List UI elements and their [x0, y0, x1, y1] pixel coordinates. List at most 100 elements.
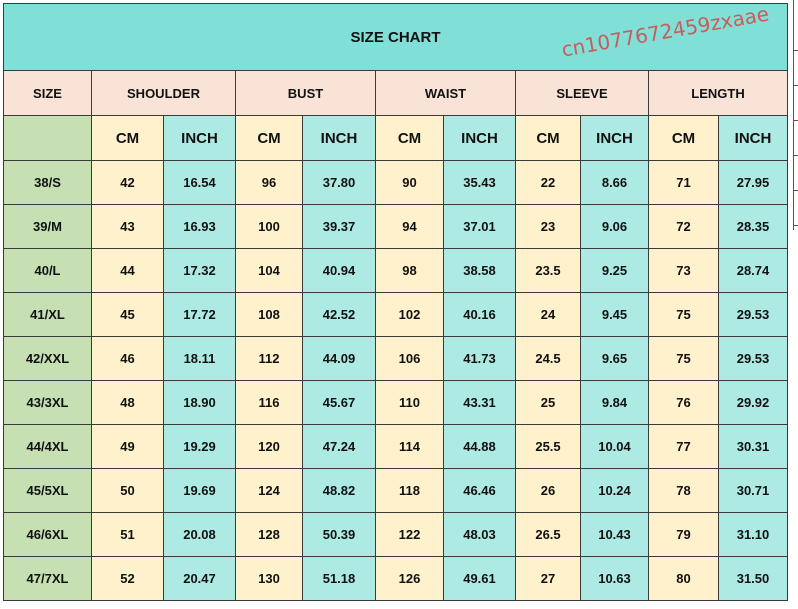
shoulder-cm-cell: 50 — [91, 468, 164, 513]
bust-inch-cell: 40.94 — [302, 248, 376, 293]
sleeve-inch-cell: 10.43 — [580, 512, 649, 557]
length-cm-cell: 77 — [648, 424, 719, 469]
table-row: 40/L 44 17.32 104 40.94 98 38.58 23.5 9.25 73 28.7… — [3, 248, 788, 293]
chart-title: SIZE CHART — [3, 3, 788, 71]
waist-cm-cell: 114 — [375, 424, 444, 469]
group-header-shoulder: SHOULDER — [91, 70, 236, 116]
size-cell: 40/L — [3, 248, 92, 293]
bust-cm-cell: 116 — [235, 380, 303, 425]
waist-inch-cell: 49.61 — [443, 556, 516, 601]
length-inch-cell: 29.92 — [718, 380, 788, 425]
ruler-tick — [794, 120, 798, 121]
shoulder-inch-cell: 16.93 — [163, 204, 236, 249]
bust-cm-cell: 120 — [235, 424, 303, 469]
shoulder-inch-cell: 20.08 — [163, 512, 236, 557]
length-inch-cell: 29.53 — [718, 292, 788, 337]
table-row: 39/M 43 16.93 100 39.37 94 37.01 23 9.06 72 28.35 — [3, 204, 788, 249]
waist-cm-cell: 126 — [375, 556, 444, 601]
bust-cm-header: CM — [235, 115, 303, 161]
bust-inch-header: INCH — [302, 115, 376, 161]
shoulder-inch-cell: 18.90 — [163, 380, 236, 425]
bust-inch-cell: 42.52 — [302, 292, 376, 337]
waist-inch-cell: 38.58 — [443, 248, 516, 293]
length-cm-cell: 75 — [648, 292, 719, 337]
length-cm-cell: 79 — [648, 512, 719, 557]
bust-cm-cell: 112 — [235, 336, 303, 381]
waist-cm-cell: 90 — [375, 160, 444, 205]
sleeve-cm-cell: 24.5 — [515, 336, 581, 381]
length-cm-cell: 72 — [648, 204, 719, 249]
length-inch-cell: 30.71 — [718, 468, 788, 513]
group-header-waist: WAIST — [375, 70, 516, 116]
length-inch-cell: 27.95 — [718, 160, 788, 205]
shoulder-cm-cell: 48 — [91, 380, 164, 425]
table-row: 46/6XL 51 20.08 128 50.39 122 48.03 26.5 10.43 79… — [3, 512, 788, 557]
table-row: 38/S 42 16.54 96 37.80 90 35.43 22 8.66 71 27.95 — [3, 160, 788, 205]
shoulder-cm-cell: 44 — [91, 248, 164, 293]
length-inch-header: INCH — [718, 115, 788, 161]
shoulder-cm-cell: 45 — [91, 292, 164, 337]
shoulder-inch-cell: 18.11 — [163, 336, 236, 381]
table-row: 42/XXL 46 18.11 112 44.09 106 41.73 24.5 9.65 75 2… — [3, 336, 788, 381]
bust-inch-cell: 50.39 — [302, 512, 376, 557]
table-row: 44/4XL 49 19.29 120 47.24 114 44.88 25.5 10.04 77… — [3, 424, 788, 469]
bust-cm-cell: 104 — [235, 248, 303, 293]
sleeve-inch-cell: 9.84 — [580, 380, 649, 425]
length-inch-cell: 28.35 — [718, 204, 788, 249]
group-header-length: LENGTH — [648, 70, 788, 116]
sleeve-cm-cell: 22 — [515, 160, 581, 205]
sleeve-inch-cell: 9.65 — [580, 336, 649, 381]
length-inch-cell: 31.50 — [718, 556, 788, 601]
shoulder-inch-cell: 19.29 — [163, 424, 236, 469]
sleeve-cm-header: CM — [515, 115, 581, 161]
waist-inch-cell: 48.03 — [443, 512, 516, 557]
shoulder-inch-cell: 19.69 — [163, 468, 236, 513]
size-unit-blank — [3, 115, 92, 161]
waist-cm-cell: 94 — [375, 204, 444, 249]
table-row: 41/XL 45 17.72 108 42.52 102 40.16 24 9.45 75 29.5… — [3, 292, 788, 337]
shoulder-inch-cell: 16.54 — [163, 160, 236, 205]
bust-inch-cell: 47.24 — [302, 424, 376, 469]
length-cm-header: CM — [648, 115, 719, 161]
sleeve-cm-cell: 27 — [515, 556, 581, 601]
bust-inch-cell: 39.37 — [302, 204, 376, 249]
sleeve-cm-cell: 25 — [515, 380, 581, 425]
waist-cm-cell: 106 — [375, 336, 444, 381]
bust-inch-cell: 37.80 — [302, 160, 376, 205]
length-inch-cell: 29.53 — [718, 336, 788, 381]
sleeve-inch-cell: 10.63 — [580, 556, 649, 601]
length-inch-cell: 30.31 — [718, 424, 788, 469]
ruler-tick — [794, 85, 798, 86]
size-cell: 39/M — [3, 204, 92, 249]
edge-ruler — [793, 0, 798, 230]
header-row: SIZE SHOULDER BUST WAIST SLEEVE LENGTH — [3, 70, 788, 116]
size-cell: 41/XL — [3, 292, 92, 337]
waist-inch-cell: 37.01 — [443, 204, 516, 249]
bust-cm-cell: 130 — [235, 556, 303, 601]
bust-inch-cell: 48.82 — [302, 468, 376, 513]
sleeve-cm-cell: 26.5 — [515, 512, 581, 557]
table-row: 47/7XL 52 20.47 130 51.18 126 49.61 27 10.63 80 31… — [3, 556, 788, 601]
waist-inch-cell: 43.31 — [443, 380, 516, 425]
waist-cm-cell: 98 — [375, 248, 444, 293]
shoulder-inch-header: INCH — [163, 115, 236, 161]
length-inch-cell: 28.74 — [718, 248, 788, 293]
length-cm-cell: 71 — [648, 160, 719, 205]
waist-inch-header: INCH — [443, 115, 516, 161]
bust-cm-cell: 108 — [235, 292, 303, 337]
sleeve-cm-cell: 26 — [515, 468, 581, 513]
size-cell: 43/3XL — [3, 380, 92, 425]
size-cell: 46/6XL — [3, 512, 92, 557]
ruler-tick — [794, 50, 798, 51]
bust-inch-cell: 44.09 — [302, 336, 376, 381]
waist-cm-header: CM — [375, 115, 444, 161]
shoulder-inch-cell: 20.47 — [163, 556, 236, 601]
sleeve-cm-cell: 23 — [515, 204, 581, 249]
shoulder-cm-cell: 43 — [91, 204, 164, 249]
length-cm-cell: 75 — [648, 336, 719, 381]
sleeve-cm-cell: 25.5 — [515, 424, 581, 469]
size-chart-table: SIZE CHART SIZE SHOULDER BUST WAIST SLEEVE L… — [3, 3, 788, 601]
waist-inch-cell: 40.16 — [443, 292, 516, 337]
waist-cm-cell: 110 — [375, 380, 444, 425]
shoulder-cm-cell: 42 — [91, 160, 164, 205]
